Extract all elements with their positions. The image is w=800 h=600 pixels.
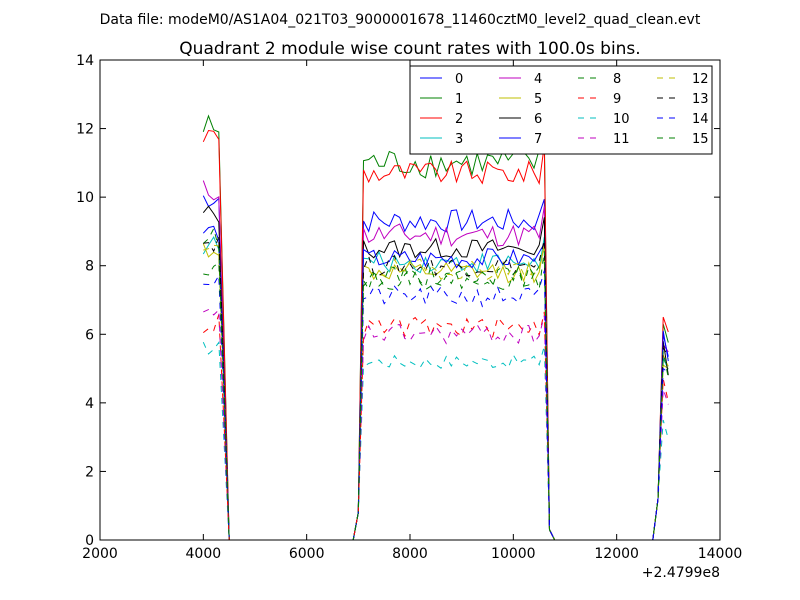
y-tick-label: 14 [76, 53, 94, 69]
y-tick-label: 0 [85, 533, 94, 549]
legend-label-0: 0 [455, 72, 463, 87]
x-tick-label: 2000 [82, 546, 118, 562]
legend-label-7: 7 [534, 132, 542, 147]
legend-label-15: 15 [692, 132, 709, 147]
x-tick-label: 10000 [491, 546, 536, 562]
series-line-10 [202, 340, 669, 541]
x-axis-offset-label: +2.4799e8 [642, 565, 720, 581]
series-line-2 [202, 129, 669, 541]
series-line-13 [203, 236, 669, 541]
series-line-4 [202, 180, 669, 541]
y-tick-label: 8 [85, 259, 94, 275]
legend-box [409, 65, 713, 155]
series-line-14 [203, 270, 669, 541]
series-line-12 [203, 244, 669, 541]
legend-label-5: 5 [534, 92, 542, 107]
series-line-0 [202, 195, 669, 541]
chart-suptitle: Data file: modeM0/AS1A04_021T03_90000016… [100, 12, 701, 28]
series-line-3 [202, 236, 669, 541]
y-tick-label: 2 [85, 464, 94, 480]
y-tick-label: 6 [85, 327, 94, 343]
series-line-5 [202, 243, 669, 541]
legend-label-8: 8 [613, 72, 621, 87]
y-tick-label: 4 [85, 396, 94, 412]
legend-label-3: 3 [455, 132, 463, 147]
legend-label-2: 2 [455, 112, 463, 127]
legend-label-1: 1 [455, 92, 463, 107]
plot-lines [202, 114, 669, 541]
chart-title: Quadrant 2 module wise count rates with … [179, 39, 640, 59]
x-axis: 2000 4000 6000 8000 10000 12000 14000 [82, 60, 742, 562]
legend-label-6: 6 [534, 112, 542, 127]
series-line-7 [202, 225, 669, 541]
y-tick-label: 12 [76, 122, 94, 138]
x-tick-label: 12000 [594, 546, 639, 562]
legend-label-13: 13 [692, 92, 709, 107]
y-tick-label: 10 [76, 190, 94, 206]
legend-label-14: 14 [692, 112, 709, 127]
x-tick-label: 4000 [186, 546, 222, 562]
legend-label-10: 10 [613, 112, 630, 127]
series-line-1 [202, 114, 669, 541]
x-tick-label: 8000 [392, 546, 428, 562]
series-line-15 [203, 250, 669, 541]
legend-label-9: 9 [613, 92, 621, 107]
legend-label-12: 12 [692, 72, 709, 87]
series-line-9 [202, 311, 669, 541]
legend-label-11: 11 [613, 132, 630, 147]
x-tick-label: 14000 [698, 546, 743, 562]
legend-label-4: 4 [534, 72, 542, 87]
x-tick-label: 6000 [289, 546, 325, 562]
series-line-11 [203, 308, 669, 541]
series-line-6 [202, 205, 669, 541]
